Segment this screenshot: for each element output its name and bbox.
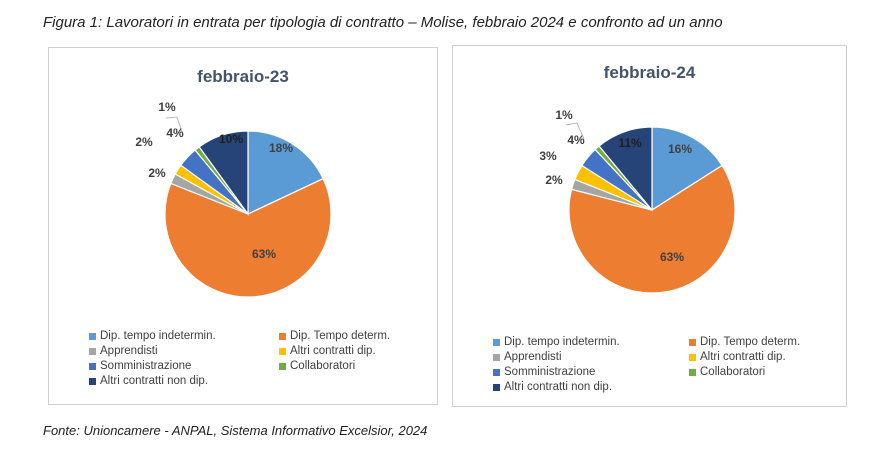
- legend-label: Apprendisti: [504, 351, 562, 363]
- pie-slice-7: [198, 130, 249, 216]
- legend-item: Altri contratti dip.: [689, 351, 786, 363]
- chart-panel-febbraio-23: febbraio-23 18% 63% 2% 2% 4% 1% 10% Dip. tempo…: [48, 47, 438, 405]
- legend-item: Altri contratti non dip.: [89, 375, 208, 387]
- legend-swatch: [689, 353, 696, 361]
- legend-item: Somministrazione: [493, 366, 595, 378]
- legend-swatch: [89, 362, 96, 370]
- data-label: 2%: [545, 173, 563, 187]
- legend-swatch: [493, 353, 500, 361]
- legend-item: Dip. Tempo determ.: [689, 336, 800, 348]
- chart-panel-febbraio-24: febbraio-24 16% 63% 2% 3% 4% 1% 11% Dip. tempo…: [452, 45, 847, 407]
- data-label: 1%: [158, 100, 176, 114]
- data-label: 63%: [252, 247, 276, 261]
- legend-label: Altri contratti non dip.: [504, 381, 613, 393]
- legend-item: Dip. tempo indetermin.: [493, 336, 620, 348]
- pie-chart: 16% 63% 2% 3% 4% 1% 11%: [539, 108, 736, 294]
- pie-slice-1: [247, 130, 324, 215]
- legend-label: Altri contratti dip.: [700, 351, 786, 363]
- legend-label: Altri contratti non dip.: [100, 375, 209, 387]
- data-label: 16%: [668, 142, 692, 156]
- data-label: 63%: [660, 250, 684, 264]
- legend-swatch: [493, 368, 500, 376]
- legend-label: Collaboratori: [700, 366, 766, 378]
- legend-label: Apprendisti: [100, 345, 158, 357]
- data-label: 1%: [555, 108, 573, 122]
- pie-chart: 18% 63% 2% 2% 4% 1% 10%: [135, 100, 332, 298]
- pie-slice-7: [598, 126, 653, 212]
- source-note: Fonte: Unioncamere - ANPAL, Sistema Info…: [43, 423, 428, 438]
- leader-line: [565, 122, 585, 140]
- legend-label: Somministrazione: [504, 366, 596, 378]
- chart-title: febbraio-23: [197, 67, 289, 86]
- legend-item: Dip. tempo indetermin.: [89, 330, 216, 342]
- legend-swatch: [279, 362, 286, 370]
- figure-caption: Figura 1: Lavoratori in entrata per tipo…: [43, 14, 723, 31]
- legend-swatch: [689, 338, 696, 346]
- legend-label: Dip. Tempo determ.: [290, 330, 391, 342]
- legend-label: Somministrazione: [100, 360, 192, 372]
- legend-item: Dip. Tempo determ.: [279, 330, 390, 342]
- legend-swatch: [89, 332, 96, 340]
- legend-swatch: [279, 332, 286, 340]
- pie-slice-2: [568, 164, 736, 294]
- data-label: 4%: [567, 133, 585, 147]
- legend-item: Altri contratti dip.: [279, 345, 376, 357]
- legend-swatch: [493, 338, 500, 346]
- leader-line: [165, 116, 184, 136]
- legend-item: Altri contratti non dip.: [493, 381, 612, 393]
- data-label: 4%: [166, 126, 184, 140]
- data-label: 10%: [219, 132, 243, 146]
- legend-item: Apprendisti: [493, 351, 562, 363]
- legend-label: Collaboratori: [290, 360, 356, 372]
- data-label: 3%: [539, 149, 557, 163]
- legend-label: Altri contratti dip.: [290, 345, 376, 357]
- legend-swatch: [89, 347, 96, 355]
- legend-item: Apprendisti: [89, 345, 158, 357]
- legend-label: Dip. tempo indetermin.: [504, 336, 620, 348]
- legend-swatch: [493, 383, 500, 391]
- data-label: 2%: [148, 166, 166, 180]
- legend-label: Dip. tempo indetermin.: [100, 330, 216, 342]
- chart-title: febbraio-24: [603, 63, 696, 82]
- data-label: 11%: [618, 136, 642, 150]
- legend-label: Dip. Tempo determ.: [700, 336, 801, 348]
- legend-swatch: [279, 347, 286, 355]
- legend-item: Somministrazione: [89, 360, 191, 372]
- pie-slice-2: [164, 177, 332, 298]
- legend-swatch: [89, 377, 96, 385]
- data-label: 2%: [135, 135, 153, 149]
- legend-item: Collaboratori: [689, 366, 765, 378]
- legend-item: Collaboratori: [279, 360, 355, 372]
- legend-swatch: [689, 368, 696, 376]
- data-label: 18%: [269, 141, 293, 155]
- pie-slice-1: [651, 126, 723, 212]
